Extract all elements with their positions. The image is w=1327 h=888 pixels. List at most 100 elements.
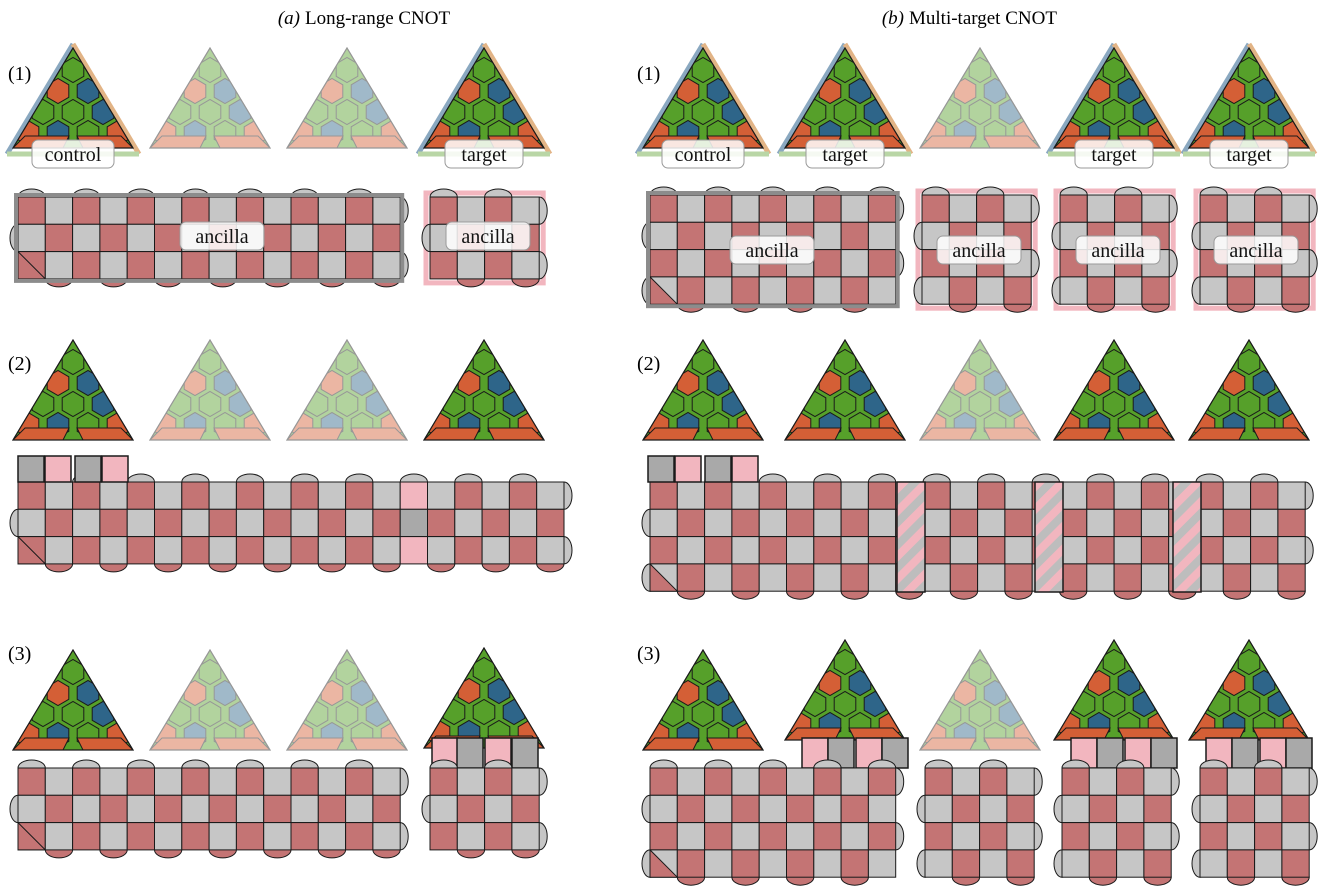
- patch-plaquette: [372, 223, 401, 253]
- patch-plaquette: [867, 536, 897, 565]
- patch-plaquette: [758, 794, 788, 824]
- a1-target-triangle: [422, 46, 546, 149]
- edge-strip: [848, 427, 905, 440]
- merge-stabilizer: [704, 455, 732, 483]
- patch-plaquette: [1222, 508, 1252, 538]
- patch-plaquette: [372, 508, 401, 538]
- tri-outline: [148, 648, 272, 751]
- patch-plaquette: [731, 822, 760, 851]
- patch-plaquette: [484, 822, 513, 851]
- a3-idle-triangle-2: [285, 648, 409, 751]
- edge-strip: [76, 737, 133, 750]
- boundary-left: [4, 42, 76, 156]
- patch-plaquette: [731, 849, 760, 878]
- patch-plaquette: [72, 767, 101, 796]
- patch-plaquette: [1226, 276, 1256, 305]
- patch-plaquette: [372, 251, 401, 280]
- patch-plaquette: [1254, 276, 1283, 305]
- patch-plaquette: [536, 508, 565, 538]
- patch-plaquette: [1114, 194, 1143, 223]
- patch-plaquette: [867, 794, 897, 824]
- patch-plaquette: [786, 276, 815, 305]
- boundary-left: [415, 42, 487, 156]
- patch-plaquette: [1004, 536, 1033, 565]
- patch-plaquette: [813, 822, 842, 851]
- patch-plaquette: [840, 276, 869, 305]
- patch-plaquette: [99, 223, 128, 253]
- patch-plaquette: [1277, 508, 1306, 538]
- patch-plaquette: [1061, 794, 1090, 824]
- tri-bg: [286, 47, 408, 149]
- b1-target-triangle-2: [1052, 46, 1176, 149]
- edge-strip: [350, 135, 407, 148]
- hex-plaquette: [213, 721, 237, 749]
- b1-control-triangle: [641, 46, 765, 149]
- patch-plaquette: [867, 194, 897, 223]
- patch-plaquette: [976, 276, 1005, 305]
- patch-plaquette: [1199, 194, 1228, 223]
- merge-stabilizer: [731, 455, 759, 483]
- target-label-box-a: [444, 139, 524, 169]
- patch-plaquette: [840, 794, 869, 824]
- edge-strip: [1189, 427, 1246, 440]
- patch-plaquette: [99, 196, 128, 225]
- patch-plaquette: [1088, 794, 1118, 824]
- hex-plaquette: [320, 721, 344, 749]
- patch-plaquette: [181, 767, 210, 796]
- patch-plaquette: [511, 822, 540, 851]
- b1-target-triangle-1: [783, 46, 907, 149]
- patch-plaquette: [508, 508, 538, 538]
- patch-plaquette: [235, 251, 265, 280]
- edge-strip: [706, 737, 763, 750]
- ancilla-label-box-b3: [1075, 235, 1161, 265]
- patch-plaquette: [813, 563, 842, 592]
- panel-b-title: Multi-target CNOT: [909, 8, 1057, 29]
- edge-strip: [213, 737, 270, 750]
- step-label-b3: (3): [637, 643, 660, 665]
- patch-plaquette: [867, 767, 897, 796]
- hex-plaquette: [1102, 98, 1126, 126]
- edge-strip: [1252, 727, 1309, 740]
- patch-plaquette: [976, 194, 1005, 223]
- patch-plaquette: [126, 536, 155, 565]
- hex-plaquette: [350, 119, 374, 147]
- boundary-left: [634, 42, 706, 156]
- patch-plaquette: [126, 794, 155, 824]
- patch-plaquette: [676, 536, 706, 565]
- patch-plaquette: [1277, 481, 1306, 510]
- patch-plaquette: [345, 251, 374, 280]
- hex-plaquette: [1237, 390, 1261, 418]
- patch-plaquette: [154, 508, 183, 538]
- merge-stabilizer: [674, 455, 702, 483]
- patch-plaquette: [758, 481, 788, 510]
- edge-strip: [1117, 427, 1174, 440]
- hex-plaquette: [968, 700, 992, 728]
- merge-stabilizer: [511, 737, 539, 769]
- patch-plaquette: [1143, 767, 1172, 796]
- patch-plaquette: [867, 481, 897, 510]
- patch-plaquette: [1250, 508, 1279, 538]
- hex-plaquette: [335, 700, 359, 728]
- b3-target-triangle-1: [783, 638, 907, 741]
- patch-plaquette: [979, 822, 1008, 851]
- edge-strip: [13, 427, 70, 440]
- hex-plaquette: [1102, 390, 1126, 418]
- patch-plaquette: [290, 794, 319, 824]
- hex-plaquette: [198, 98, 222, 126]
- patch-plaquette: [263, 508, 292, 538]
- patch-plaquette: [758, 563, 788, 592]
- patch-plaquette: [704, 249, 733, 278]
- target-label-box-b2: [1074, 139, 1154, 169]
- patch-plaquette: [481, 536, 510, 565]
- edge-strip: [643, 737, 700, 750]
- patch-plaquette: [484, 767, 513, 796]
- patch-plaquette: [154, 536, 183, 565]
- patch-plaquette: [949, 481, 979, 510]
- patch-plaquette: [1143, 822, 1172, 851]
- patch-plaquette: [263, 251, 292, 280]
- patch-plaquette: [17, 767, 46, 796]
- patch-plaquette: [649, 508, 678, 538]
- patch-plaquette: [154, 481, 183, 510]
- edge-strip: [983, 135, 1040, 148]
